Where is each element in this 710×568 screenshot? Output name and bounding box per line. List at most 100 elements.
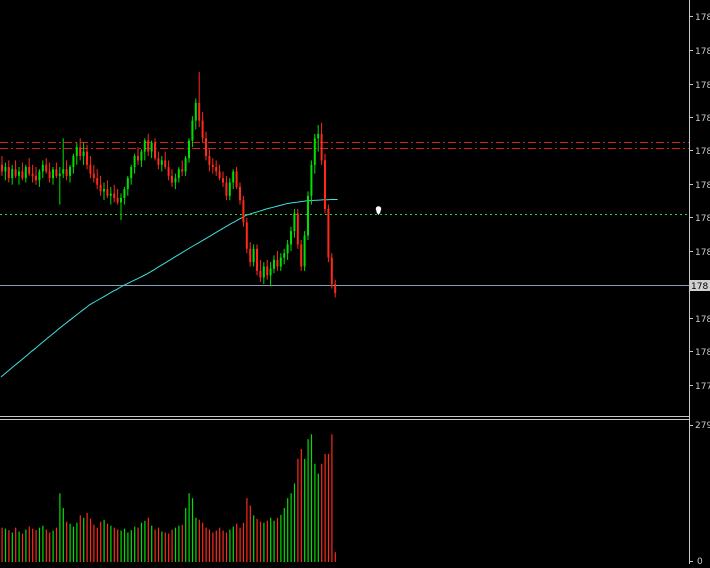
candle xyxy=(75,142,78,165)
candle-body xyxy=(92,173,95,179)
candle-body xyxy=(157,158,160,165)
candle xyxy=(120,193,122,221)
volume-bar xyxy=(300,449,302,562)
volume-bar xyxy=(280,514,282,562)
volume-bar xyxy=(69,523,71,562)
candle xyxy=(171,169,173,187)
candle-body xyxy=(252,248,255,263)
candle xyxy=(174,173,177,190)
price-axis-label: 178 xyxy=(695,348,710,358)
volume-bar xyxy=(259,521,262,562)
candle xyxy=(303,231,306,271)
volume-bar xyxy=(164,532,166,562)
volume-bar xyxy=(113,527,115,562)
candle xyxy=(103,182,105,201)
current-price-tag-text: 178 xyxy=(691,282,708,292)
candle xyxy=(239,182,241,205)
candle xyxy=(205,131,207,161)
volume-bar xyxy=(185,507,187,562)
candle xyxy=(99,175,102,196)
candle xyxy=(82,142,85,165)
candle-body xyxy=(256,248,258,271)
candle xyxy=(228,178,231,201)
volume-bar xyxy=(321,463,323,562)
candle xyxy=(48,162,51,183)
candle-body xyxy=(262,266,265,278)
volume-bar xyxy=(334,552,336,562)
candle xyxy=(35,167,37,185)
candle xyxy=(28,158,31,176)
volume-bar xyxy=(276,517,279,562)
candle xyxy=(317,125,320,152)
candle xyxy=(269,262,272,287)
candle-body xyxy=(143,140,146,152)
candle xyxy=(65,160,68,181)
volume-bar xyxy=(35,530,37,562)
candle xyxy=(113,184,116,203)
volume-axis-max-label: 279 xyxy=(695,421,710,431)
volume-bar xyxy=(157,527,160,562)
volume-bar xyxy=(290,493,292,562)
volume-bar xyxy=(263,522,265,562)
candle-body xyxy=(109,193,112,196)
volume-bar xyxy=(45,529,47,562)
candle-body xyxy=(126,178,129,190)
candle xyxy=(184,155,187,176)
candle-body xyxy=(174,178,177,183)
candle xyxy=(123,186,126,205)
candle-body xyxy=(286,244,289,254)
volume-bar xyxy=(229,529,231,562)
candle-body xyxy=(18,171,20,176)
candle-body xyxy=(293,213,296,232)
candle-body xyxy=(222,178,224,183)
volume-bar xyxy=(147,517,149,562)
volume-bar xyxy=(62,507,64,562)
candle xyxy=(21,162,24,181)
candle-body xyxy=(290,231,292,245)
volume-bar xyxy=(100,521,102,562)
candle-body xyxy=(89,164,92,174)
candle xyxy=(252,244,255,267)
volume-bar xyxy=(266,520,268,562)
candle-body xyxy=(327,209,330,258)
volume-bar xyxy=(49,532,51,562)
volume-bar xyxy=(174,527,177,562)
candle xyxy=(164,151,167,170)
candle-body xyxy=(147,140,150,152)
candle-body xyxy=(303,235,306,267)
candle-body xyxy=(198,102,201,121)
candle xyxy=(157,151,160,170)
volume-bar xyxy=(212,532,214,562)
candle xyxy=(167,160,170,181)
volume-bar xyxy=(297,458,299,562)
candle-body xyxy=(164,160,167,168)
candle xyxy=(327,204,330,263)
candle-body xyxy=(31,173,34,176)
candle xyxy=(191,116,194,148)
candle xyxy=(96,169,99,190)
volume-bar xyxy=(222,530,224,562)
volume-bar xyxy=(123,528,126,562)
candle-body xyxy=(21,171,24,179)
volume-bar xyxy=(270,517,272,562)
candle-body xyxy=(313,138,316,165)
candle-body xyxy=(35,175,37,181)
candle xyxy=(242,195,245,227)
volume-bar xyxy=(246,498,248,562)
candle xyxy=(273,255,275,274)
candle-body xyxy=(24,167,27,179)
volume-bar xyxy=(18,531,20,562)
candle-body xyxy=(7,167,10,179)
volume-bar xyxy=(144,520,146,562)
volume-bar xyxy=(188,493,190,562)
candle xyxy=(235,167,238,190)
candle-body xyxy=(11,169,14,179)
candle-body xyxy=(69,167,71,176)
candle-body xyxy=(79,147,82,156)
current-price-tag: 178 xyxy=(690,280,710,292)
candle-body xyxy=(310,164,313,196)
price-axis-label: 178 xyxy=(695,214,710,224)
candle-body xyxy=(45,164,48,172)
